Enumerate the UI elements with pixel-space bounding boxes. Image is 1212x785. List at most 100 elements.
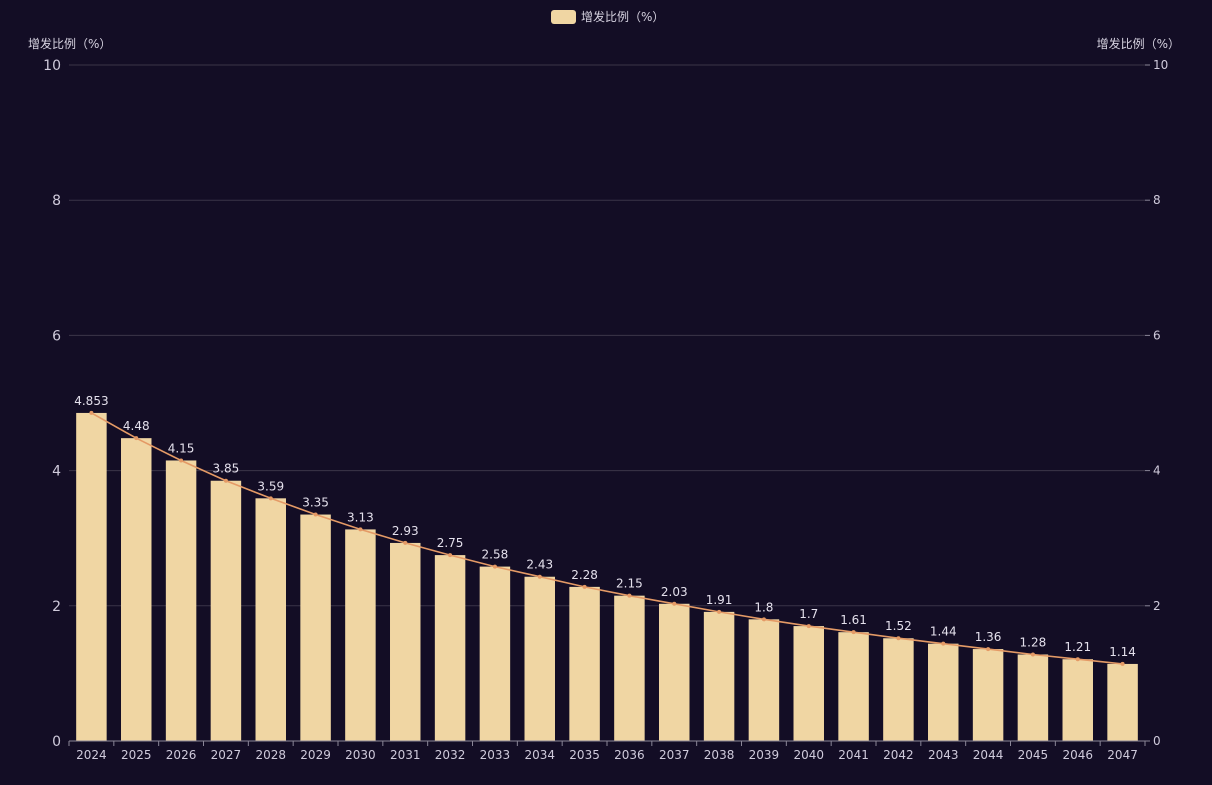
legend[interactable]: 增发比例（%） xyxy=(551,9,664,24)
data-label: 4.853 xyxy=(74,394,108,408)
line-point xyxy=(851,630,856,635)
bar xyxy=(614,595,645,741)
x-tick-label: 2038 xyxy=(704,748,735,762)
y-tick-label-left: 10 xyxy=(43,58,61,74)
y-tick-label-right: 8 xyxy=(1153,193,1161,207)
data-label: 2.93 xyxy=(392,524,419,538)
bar xyxy=(434,555,466,741)
bar xyxy=(838,632,869,741)
bar xyxy=(1062,659,1093,741)
line-point xyxy=(896,636,901,641)
x-tick-label: 2047 xyxy=(1107,748,1138,762)
data-label: 1.44 xyxy=(930,625,957,639)
bar xyxy=(210,480,242,741)
y-tick-label-right: 0 xyxy=(1153,734,1161,748)
y-tick-label-right: 6 xyxy=(1153,328,1161,342)
x-tick-label: 2029 xyxy=(300,748,331,762)
data-label: 3.13 xyxy=(347,510,374,524)
data-label: 2.75 xyxy=(437,536,464,550)
line-point xyxy=(627,593,632,598)
data-label: 1.28 xyxy=(1020,635,1047,649)
bar xyxy=(390,542,421,741)
x-tick-label: 2033 xyxy=(480,748,511,762)
bar xyxy=(569,586,600,741)
x-tick-label: 2027 xyxy=(211,748,242,762)
line-point xyxy=(537,574,542,579)
x-tick-label: 2035 xyxy=(569,748,600,762)
x-tick-label: 2025 xyxy=(121,748,152,762)
x-tick-label: 2036 xyxy=(614,748,645,762)
bar xyxy=(928,643,959,741)
line-series xyxy=(89,410,1125,666)
data-label: 4.48 xyxy=(123,419,150,433)
line-path xyxy=(91,412,1123,665)
line-point xyxy=(806,624,811,629)
data-label: 1.91 xyxy=(706,593,733,607)
x-tick-label: 2044 xyxy=(973,748,1004,762)
y-tick-label-left: 6 xyxy=(52,328,61,344)
x-tick-label: 2037 xyxy=(659,748,690,762)
data-label: 1.52 xyxy=(885,619,912,633)
y-axis-left: 0 2 4 6 8 10 xyxy=(43,58,61,750)
line-point xyxy=(1075,657,1080,662)
data-label: 1.61 xyxy=(840,613,867,627)
x-tick-label: 2028 xyxy=(255,748,286,762)
y-tick-label-left: 4 xyxy=(52,464,61,480)
line-point xyxy=(89,410,94,415)
data-label: 2.58 xyxy=(482,548,509,562)
x-tick-label: 2032 xyxy=(435,748,466,762)
line-point xyxy=(134,436,139,441)
line-point xyxy=(448,553,453,558)
bar xyxy=(165,460,197,741)
x-tick-label: 2046 xyxy=(1062,748,1093,762)
bar xyxy=(76,412,107,741)
data-label: 4.15 xyxy=(168,441,195,455)
data-label: 1.36 xyxy=(975,630,1002,644)
y-tick-label-left: 2 xyxy=(52,599,61,615)
bar xyxy=(345,529,376,741)
bar xyxy=(300,514,331,741)
data-label: 1.8 xyxy=(754,600,773,614)
line-point xyxy=(717,609,722,614)
line-point xyxy=(313,512,318,517)
x-tick-label: 2030 xyxy=(345,748,376,762)
line-point xyxy=(179,458,184,463)
line-point xyxy=(403,540,408,545)
bar xyxy=(1107,663,1138,741)
y-tick-label-left: 0 xyxy=(52,734,61,750)
grid xyxy=(69,64,1145,607)
y-tick-label-left: 8 xyxy=(52,193,61,209)
line-point xyxy=(941,641,946,646)
bar xyxy=(703,611,735,741)
data-label: 2.15 xyxy=(616,577,643,591)
bar-series xyxy=(76,412,1138,741)
x-axis: 2024 2025 2026 2027 2028 2029 2030 2031 2032 2033… xyxy=(68,740,1146,762)
y-axis-right: 0 2 4 6 8 10 xyxy=(1145,58,1168,748)
line-point xyxy=(672,601,677,606)
x-tick-label: 2041 xyxy=(838,748,869,762)
y-tick-label-right: 2 xyxy=(1153,599,1161,613)
data-labels: 4.853 4.48 4.15 3.85 3.59 3.35 3.13 2.93 2.75 2.5… xyxy=(74,394,1136,659)
line-point xyxy=(223,478,228,483)
data-label: 1.7 xyxy=(799,607,818,621)
line-point xyxy=(1030,652,1035,657)
x-tick-label: 2031 xyxy=(390,748,421,762)
x-tick-label: 2042 xyxy=(883,748,914,762)
y-tick-label-right: 4 xyxy=(1153,464,1161,478)
line-point xyxy=(358,527,363,532)
y-axis-right-title: 增发比例（%） xyxy=(1097,36,1180,51)
bar xyxy=(793,626,824,741)
y-tick-label-right: 10 xyxy=(1153,58,1168,72)
x-tick-label: 2034 xyxy=(524,748,555,762)
bar xyxy=(883,638,914,741)
line-point xyxy=(1120,661,1125,666)
data-label: 2.03 xyxy=(661,585,688,599)
line-point xyxy=(268,496,273,501)
bar xyxy=(255,498,286,741)
line-point xyxy=(986,647,991,652)
legend-label: 增发比例（%） xyxy=(581,9,664,24)
bar xyxy=(972,649,1004,741)
data-label: 3.59 xyxy=(257,479,284,493)
bar xyxy=(748,619,780,741)
